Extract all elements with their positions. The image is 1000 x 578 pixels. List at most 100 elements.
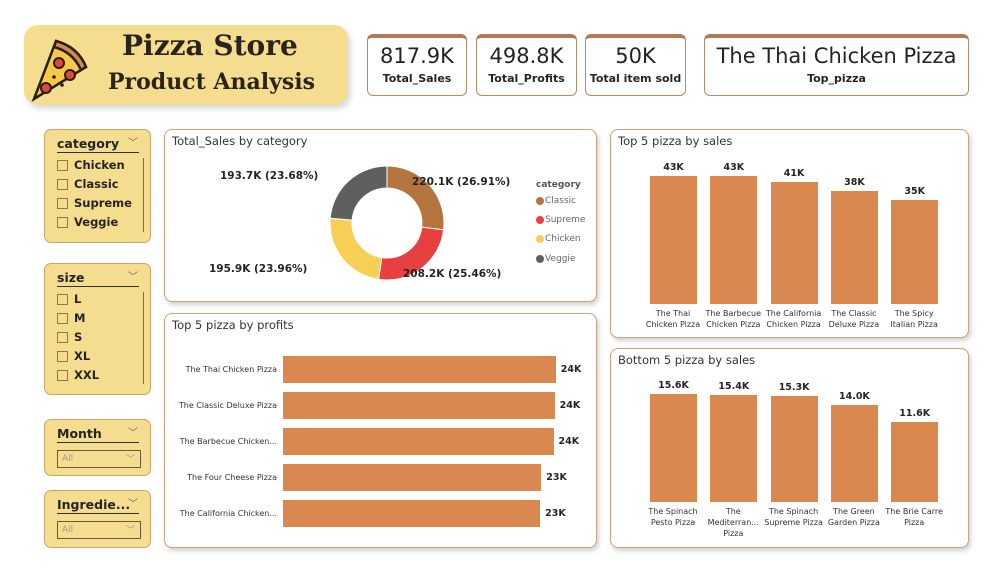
data-label: 15.6K <box>658 380 689 391</box>
category-label: The California Chicken... <box>179 509 277 518</box>
legend-supreme[interactable]: Supreme <box>536 215 585 225</box>
slicer-item-s[interactable]: S <box>57 330 82 344</box>
category-slicer: category ﹀ Chicken Classic Supreme Veggie <box>44 129 151 243</box>
slicer-title: category <box>57 136 139 153</box>
checkbox[interactable] <box>57 293 68 305</box>
slicer-item-xxl[interactable]: XXL <box>57 368 99 382</box>
kpi-label: Total_Sales <box>382 72 452 85</box>
legend-chicken[interactable]: Chicken <box>536 234 581 244</box>
kpi-value: 50K <box>615 44 656 68</box>
scrollbar[interactable] <box>142 292 144 384</box>
checkbox[interactable] <box>57 197 68 209</box>
kpi-top-pizza: The Thai Chicken Pizza Top_pizza <box>704 34 969 96</box>
category-label: The Spinach Supreme Pizza <box>764 507 823 527</box>
slicer-title: Month <box>57 426 139 443</box>
data-label: 43K <box>723 162 745 173</box>
data-label: 41K <box>783 167 805 179</box>
checkbox[interactable] <box>57 178 68 190</box>
slice-veggie[interactable] <box>329 165 388 221</box>
category-label: The Brie Carre Pizza <box>885 507 943 527</box>
slicer-item-l[interactable]: L <box>57 292 81 306</box>
item-label: XXL <box>74 368 100 382</box>
dropdown-value: All <box>62 454 74 464</box>
chevron-down-icon[interactable]: ﹀ <box>128 272 138 283</box>
item-label: Classic <box>74 177 119 191</box>
bar <box>283 464 542 491</box>
category-label: The Barbecue Chicken Pizza <box>705 309 762 329</box>
data-label: 15.3K <box>778 382 810 394</box>
chart-title: Bottom 5 pizza by sales <box>618 353 756 367</box>
chevron-down-icon: ﹀ <box>125 526 135 536</box>
item-label: Chicken <box>74 158 125 172</box>
category-label: The Barbecue Chicken... <box>179 437 277 446</box>
data-label: 24K <box>560 364 582 375</box>
donut-chart <box>329 165 445 281</box>
kpi-total-sales: 817.9K Total_Sales <box>367 34 467 96</box>
bar <box>710 395 758 502</box>
slicer-item-xl[interactable]: XL <box>57 349 90 363</box>
legend-dot <box>536 216 544 224</box>
checkbox[interactable] <box>57 331 68 343</box>
chevron-down-icon[interactable]: ﹀ <box>128 428 138 439</box>
title-line1: Pizza Store <box>122 29 298 62</box>
legend-classic[interactable]: Classic <box>536 196 576 206</box>
checkbox[interactable] <box>57 369 68 381</box>
bottom5-sales-panel: Bottom 5 pizza by sales 15.6K The Spinach… <box>610 348 969 548</box>
kpi-label: Top_pizza <box>807 72 866 85</box>
kpi-label: Total_Profits <box>488 72 565 85</box>
legend-dot <box>536 255 544 263</box>
checkbox[interactable] <box>57 312 68 324</box>
data-label: 24K <box>559 400 581 411</box>
category-label: The Mediterran... Pizza <box>707 507 759 538</box>
slicer-item-veggie[interactable]: Veggie <box>57 215 118 229</box>
kpi-value: 817.9K <box>380 44 454 68</box>
scrollbar[interactable] <box>142 158 144 232</box>
legend-label: Supreme <box>545 215 586 225</box>
category-label: The Spicy Italian Pizza <box>890 309 938 329</box>
item-label: M <box>74 311 86 325</box>
item-label: S <box>74 330 83 344</box>
top5-profits-panel: Top 5 pizza by profits The Thai Chicken … <box>164 313 597 548</box>
size-slicer: size ﹀ L M S XL XXL <box>44 263 151 395</box>
bar <box>650 176 697 304</box>
data-label-veggie: 193.7K (23.68%) <box>220 170 319 182</box>
sales-by-category-panel: Total_Sales by category 193.7K (23.68%) … <box>164 129 597 302</box>
data-label: 23K <box>546 472 567 483</box>
checkbox[interactable] <box>57 159 68 171</box>
slicer-item-supreme[interactable]: Supreme <box>57 196 132 210</box>
bar <box>770 396 818 502</box>
bar <box>770 181 818 304</box>
legend-title: category <box>536 180 581 190</box>
item-label: Supreme <box>74 196 132 210</box>
legend-dot <box>536 235 544 243</box>
chevron-down-icon[interactable]: ﹀ <box>128 138 138 149</box>
kpi-total-items: 50K Total item sold <box>585 34 686 96</box>
checkbox[interactable] <box>57 350 68 362</box>
item-label: Veggie <box>74 215 119 229</box>
data-label: 11.6K <box>899 407 931 419</box>
ingredients-slicer: Ingredie... ﹀ All ﹀ <box>44 490 151 548</box>
chevron-down-icon: ﹀ <box>125 455 135 465</box>
data-label: 43K <box>663 162 684 173</box>
legend-label: Veggie <box>545 254 576 264</box>
data-label-supreme: 208.2K (25.46%) <box>403 268 502 280</box>
slice-chicken[interactable] <box>329 217 383 280</box>
slicer-item-chicken[interactable]: Chicken <box>57 158 125 172</box>
category-label: The Four Cheese Pizza <box>187 473 277 482</box>
data-label: 24K <box>558 436 580 447</box>
legend-label: Chicken <box>545 234 581 244</box>
slicer-item-classic[interactable]: Classic <box>57 177 119 191</box>
slicer-item-m[interactable]: M <box>57 311 85 325</box>
checkbox[interactable] <box>57 216 68 228</box>
month-dropdown[interactable]: All ﹀ <box>57 450 141 468</box>
data-label-classic: 220.1K (26.91%) <box>412 176 511 188</box>
item-label: L <box>74 292 82 306</box>
title-line2: Product Analysis <box>108 69 315 95</box>
item-label: XL <box>74 349 91 363</box>
data-label: 14.0K <box>838 391 870 403</box>
chevron-down-icon[interactable]: ﹀ <box>128 499 138 510</box>
category-label: The Classic Deluxe Pizza <box>828 309 880 329</box>
bar <box>830 190 878 304</box>
legend-veggie[interactable]: Veggie <box>536 254 575 264</box>
ingredients-dropdown[interactable]: All ﹀ <box>57 521 141 539</box>
